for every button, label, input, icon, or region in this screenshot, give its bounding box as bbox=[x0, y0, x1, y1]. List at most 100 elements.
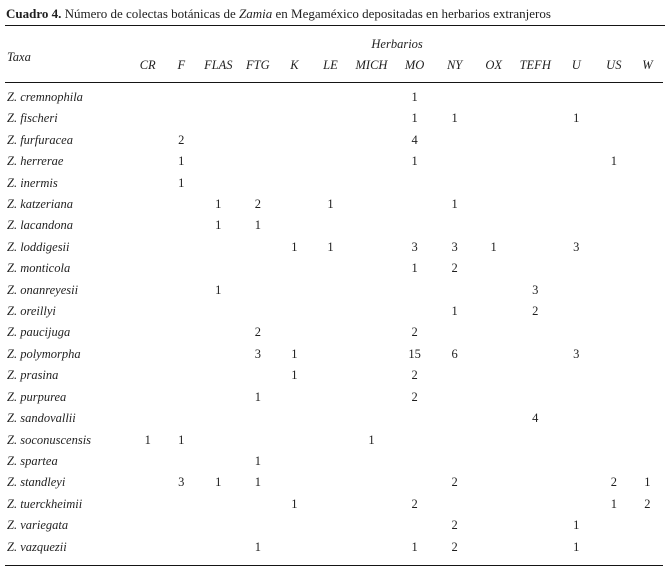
table-row: Z. furfuracea 2 4 bbox=[5, 130, 663, 151]
count-cell-us bbox=[596, 301, 632, 322]
count-cell-us bbox=[596, 83, 632, 109]
count-cell-ny bbox=[436, 387, 474, 408]
count-cell-mo bbox=[394, 194, 436, 215]
caption-genus: Zamia bbox=[239, 6, 273, 21]
count-cell-w bbox=[632, 151, 663, 172]
count-cell-tefh bbox=[514, 108, 557, 129]
count-cell-f bbox=[164, 537, 198, 566]
taxon-cell: Z. standleyi bbox=[7, 475, 66, 490]
count-cell-cr bbox=[131, 280, 164, 301]
count-cell-u bbox=[557, 408, 596, 429]
count-cell-us bbox=[596, 215, 632, 236]
table-row: Z. lacandona 1 1 bbox=[5, 215, 663, 236]
count-cell-ny bbox=[436, 451, 474, 472]
count-cell-mo: 2 bbox=[411, 368, 418, 383]
count-cell-mo: 1 bbox=[411, 111, 418, 126]
count-cell-w bbox=[632, 301, 663, 322]
count-cell-k bbox=[277, 408, 311, 429]
count-cell-ny: 2 bbox=[451, 518, 458, 533]
count-cell-w bbox=[632, 194, 663, 215]
count-cell-u bbox=[557, 151, 596, 172]
taxon-cell: Z. katzeriana bbox=[7, 197, 73, 212]
count-cell-us bbox=[596, 537, 632, 566]
count-cell-le bbox=[311, 258, 349, 279]
count-cell-ftg bbox=[238, 173, 277, 194]
count-cell-f bbox=[164, 301, 198, 322]
count-cell-k: 1 bbox=[291, 368, 298, 383]
column-header-taxa: Taxa bbox=[7, 49, 31, 64]
table-row: Z. purpurea 1 2 bbox=[5, 387, 663, 408]
count-cell-mo bbox=[394, 215, 436, 236]
table-row: Z. variegata 2 1 bbox=[5, 515, 663, 536]
taxon-cell: Z. loddigesii bbox=[7, 239, 70, 254]
count-cell-mo bbox=[394, 280, 436, 301]
count-cell-us bbox=[596, 130, 632, 151]
count-cell-mo bbox=[394, 408, 436, 429]
count-cell-flas bbox=[198, 173, 238, 194]
count-cell-f: 1 bbox=[178, 154, 185, 169]
count-cell-f bbox=[164, 108, 198, 129]
count-cell-mich bbox=[349, 472, 393, 493]
count-cell-cr bbox=[131, 83, 164, 109]
count-cell-le bbox=[311, 322, 349, 343]
count-cell-w bbox=[632, 537, 663, 566]
taxon-cell: Z. lacandona bbox=[7, 218, 73, 233]
count-cell-u bbox=[557, 430, 596, 451]
count-cell-le bbox=[311, 108, 349, 129]
count-cell-flas bbox=[198, 408, 238, 429]
count-cell-ny: 1 bbox=[451, 111, 458, 126]
count-cell-w bbox=[632, 108, 663, 129]
count-cell-flas bbox=[198, 365, 238, 386]
count-cell-tefh bbox=[514, 258, 557, 279]
count-cell-ny bbox=[436, 322, 474, 343]
count-cell-k bbox=[277, 194, 311, 215]
count-cell-w bbox=[632, 344, 663, 365]
count-cell-ny bbox=[436, 83, 474, 109]
count-cell-cr bbox=[131, 237, 164, 258]
count-cell-ox bbox=[474, 151, 514, 172]
count-cell-mich bbox=[349, 173, 393, 194]
column-header-ox: OX bbox=[485, 58, 502, 72]
count-cell-cr bbox=[131, 472, 164, 493]
count-cell-tefh bbox=[514, 430, 557, 451]
taxon-cell: Z. purpurea bbox=[7, 389, 67, 404]
count-cell-ox bbox=[474, 108, 514, 129]
count-cell-tefh bbox=[514, 173, 557, 194]
count-cell-mich bbox=[349, 537, 393, 566]
count-cell-k bbox=[277, 515, 311, 536]
count-cell-mich bbox=[349, 408, 393, 429]
count-cell-ftg bbox=[238, 108, 277, 129]
taxon-cell: Z. monticola bbox=[7, 261, 71, 276]
count-cell-flas bbox=[198, 387, 238, 408]
count-cell-ny bbox=[436, 280, 474, 301]
count-cell-ftg: 1 bbox=[254, 453, 261, 468]
count-cell-le bbox=[311, 472, 349, 493]
count-cell-w bbox=[632, 130, 663, 151]
count-cell-ftg bbox=[238, 408, 277, 429]
table-row: Z. fischeri 1 1 1 bbox=[5, 108, 663, 129]
count-cell-us bbox=[596, 173, 632, 194]
taxon-cell: Z. tuerckheimii bbox=[7, 496, 83, 511]
count-cell-mo: 4 bbox=[411, 132, 418, 147]
count-cell-ftg bbox=[238, 280, 277, 301]
count-cell-k bbox=[277, 215, 311, 236]
count-cell-k bbox=[277, 322, 311, 343]
count-cell-flas bbox=[198, 108, 238, 129]
taxon-cell: Z. polymorpha bbox=[7, 346, 81, 361]
count-cell-cr bbox=[131, 108, 164, 129]
table-row: Z. spartea 1 bbox=[5, 451, 663, 472]
count-cell-mich bbox=[349, 108, 393, 129]
count-cell-us bbox=[596, 194, 632, 215]
count-cell-mo: 1 bbox=[411, 539, 418, 554]
count-cell-ny bbox=[436, 408, 474, 429]
count-cell-mich bbox=[349, 365, 393, 386]
count-cell-f bbox=[164, 258, 198, 279]
count-cell-ox bbox=[474, 194, 514, 215]
count-cell-cr bbox=[131, 258, 164, 279]
count-cell-tefh bbox=[514, 451, 557, 472]
taxon-cell: Z. inermis bbox=[7, 175, 58, 190]
count-cell-us bbox=[596, 451, 632, 472]
count-cell-f bbox=[164, 237, 198, 258]
count-cell-flas bbox=[198, 301, 238, 322]
